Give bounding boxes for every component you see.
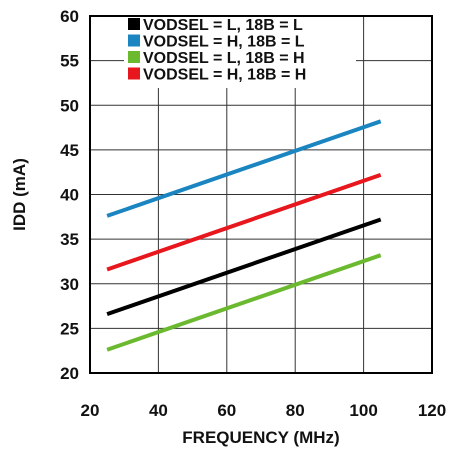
legend-label: VODSEL = H, 18B = H: [143, 67, 306, 84]
legend-swatch: [128, 18, 140, 30]
x-tick-label: 40: [149, 401, 168, 420]
y-tick-label: 50: [60, 96, 79, 115]
x-tick-label: 20: [81, 401, 100, 420]
legend-label: VODSEL = H, 18B = L: [143, 34, 305, 51]
y-axis-title: IDD (mA): [10, 158, 29, 231]
plot-frame: [89, 15, 433, 374]
legend-swatch: [128, 67, 140, 80]
series-line-3: [106, 253, 382, 352]
y-tick-label: 35: [60, 230, 79, 249]
series-line-1: [106, 217, 382, 316]
y-tick-label: 55: [60, 52, 79, 71]
legend-swatch: [128, 34, 140, 47]
x-tick-label: 100: [349, 401, 377, 420]
y-tick-label: 25: [60, 319, 79, 338]
legend-label: VODSEL = L, 18B = L: [143, 17, 303, 34]
y-tick-label: 20: [60, 364, 79, 383]
y-tick-label: 40: [60, 186, 79, 205]
legend-swatch: [128, 51, 140, 63]
x-tick-label: 80: [286, 401, 305, 420]
y-tick-label: 45: [60, 141, 79, 160]
x-tick-label: 120: [418, 401, 446, 420]
series-lines: [106, 119, 382, 352]
x-tick-labels: 20 40 60 80 100 120: [81, 401, 447, 420]
series-line-2: [106, 119, 382, 218]
x-axis-title: FREQUENCY (MHz): [182, 428, 339, 447]
legend-background: [124, 16, 356, 88]
y-tick-label: 60: [60, 7, 79, 26]
y-tick-label: 30: [60, 275, 79, 294]
x-tick-label: 60: [217, 401, 236, 420]
series-line-4: [106, 172, 382, 272]
y-tick-labels: 20 25 30 35 40 45 50 55 60: [60, 7, 79, 383]
legend-label: VODSEL = L, 18B = H: [143, 50, 305, 67]
